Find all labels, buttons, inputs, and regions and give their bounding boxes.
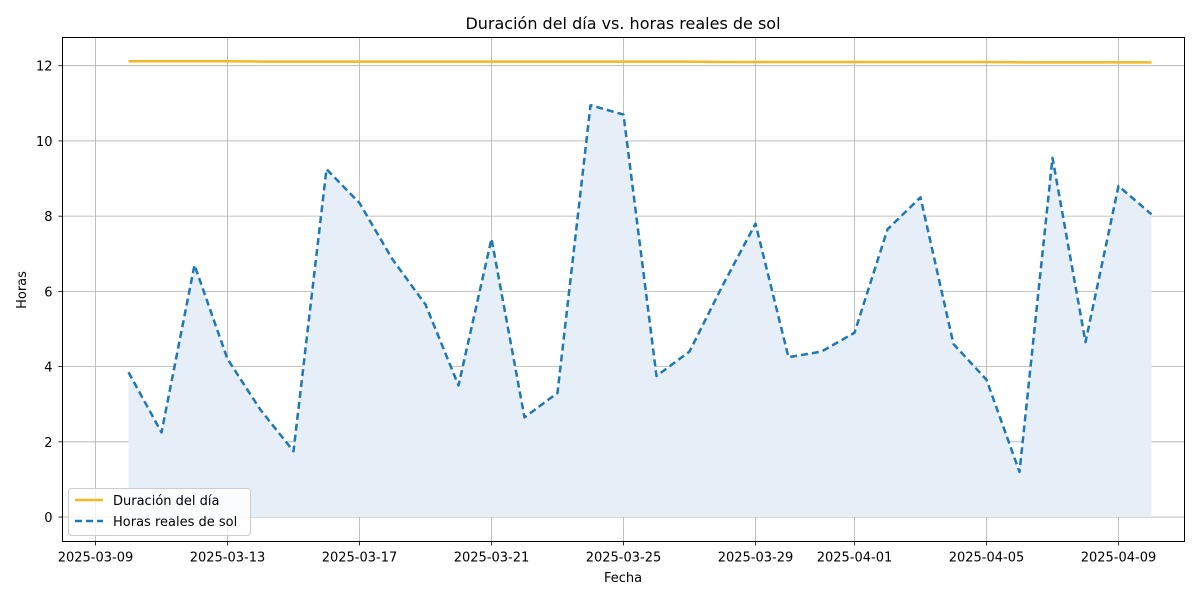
daylength-point	[623, 61, 625, 63]
sunshine-hours-point	[755, 223, 757, 225]
daylength-point	[194, 60, 196, 62]
daylength-point	[1118, 61, 1120, 63]
daylength-point	[689, 61, 691, 63]
sunshine-hours-point	[656, 375, 658, 377]
y-tick-label: 4	[44, 361, 52, 376]
daylength-point	[590, 61, 592, 63]
daylength-point	[788, 61, 790, 63]
y-tick-label: 8	[44, 210, 52, 225]
sunshine-hours-point	[1118, 185, 1120, 187]
daylength-point	[491, 61, 493, 63]
sunshine-hours-point	[194, 264, 196, 266]
x-tick-label: 2025-03-21	[454, 551, 530, 566]
daylength-point	[458, 61, 460, 63]
x-tick-label: 2025-03-17	[322, 551, 398, 566]
sunshine-hours-point	[161, 431, 163, 433]
sunshine-hours-point	[557, 392, 559, 394]
daylength-point	[1151, 61, 1153, 63]
sunshine-hours-point	[986, 379, 988, 381]
sunshine-hours-point	[1019, 471, 1021, 473]
daylength-point	[260, 61, 262, 63]
sunshine-hours-point	[854, 332, 856, 334]
sunshine-hours-point	[491, 238, 493, 240]
legend-label-horas-sol: Horas reales de sol	[113, 515, 237, 530]
daylength-point	[1052, 61, 1054, 63]
daylength-point	[887, 61, 889, 63]
sunshine-hours-point	[887, 228, 889, 230]
daylength-point	[986, 61, 988, 63]
daylength-point	[161, 60, 163, 62]
x-tick-label: 2025-04-05	[949, 551, 1025, 566]
sunshine-hours-point	[524, 416, 526, 418]
sunshine-hours-point	[326, 168, 328, 170]
x-tick-label: 2025-04-01	[817, 551, 893, 566]
sunshine-hours-point	[953, 343, 955, 345]
daylength-point	[821, 61, 823, 63]
y-tick-label: 2	[44, 436, 52, 451]
daylength-point	[854, 61, 856, 63]
sunshine-hours-point	[260, 409, 262, 411]
daylength-point	[755, 61, 757, 63]
sunshine-hours-point	[1085, 341, 1087, 343]
legend-box	[68, 488, 251, 536]
y-tick-label: 6	[44, 285, 52, 300]
y-axis-title: Horas	[15, 271, 30, 309]
daylength-point	[953, 61, 955, 63]
sunshine-hours-point	[788, 356, 790, 358]
daylength-point	[392, 61, 394, 63]
daylength-point	[920, 61, 922, 63]
y-tick-label: 12	[36, 60, 53, 75]
x-axis: 2025-03-09 2025-03-13 2025-03-17 2025-03-21…	[58, 541, 1157, 566]
sunshine-area-fill	[128, 105, 1152, 518]
sunshine-hours-point	[359, 202, 361, 204]
daylength-line	[128, 59, 1152, 64]
series-layer	[127, 59, 1153, 474]
x-tick-label: 2025-03-25	[586, 551, 662, 566]
daylength-point	[1019, 61, 1021, 63]
x-tick-label: 2025-03-29	[718, 551, 794, 566]
sunshine-hours-point	[458, 384, 460, 386]
x-tick-label: 2025-04-09	[1081, 551, 1157, 566]
sunshine-hours-point	[128, 371, 130, 373]
sunshine-hours-point	[722, 285, 724, 287]
x-tick-label: 2025-03-09	[58, 551, 134, 566]
chart-title: Duración del día vs. horas reales de sol	[465, 14, 780, 33]
daylength-point	[656, 61, 658, 63]
daylength-point	[722, 61, 724, 63]
sunshine-hours-point	[227, 358, 229, 360]
daylength-point	[425, 61, 427, 63]
daylength-point	[1085, 61, 1087, 63]
sunshine-hours-point	[1151, 213, 1153, 215]
legend-label-duracion: Duración del día	[113, 494, 219, 509]
y-tick-label: 10	[36, 135, 53, 150]
sunshine-hours-point	[1052, 157, 1054, 159]
sunshine-hours-point	[392, 258, 394, 260]
sunshine-hours-point	[293, 450, 295, 452]
sunshine-hours-point	[590, 104, 592, 106]
daylength-point	[524, 61, 526, 63]
sunshine-hours-point	[920, 196, 922, 198]
daylength-point	[227, 60, 229, 62]
daylength-point	[557, 61, 559, 63]
legend: Duración del día Horas reales de sol	[68, 488, 251, 536]
daylength-point	[326, 61, 328, 63]
y-tick-label: 0	[44, 511, 52, 526]
fill-layer	[128, 105, 1152, 518]
sunshine-hours-point	[821, 351, 823, 353]
sunshine-hours-point	[425, 304, 427, 306]
daylength-point	[128, 60, 130, 62]
x-tick-label: 2025-03-13	[190, 551, 266, 566]
sunshine-hours-line	[127, 103, 1153, 474]
x-axis-title: Fecha	[604, 571, 642, 586]
sunshine-hours-point	[623, 114, 625, 116]
sunshine-hours-point	[689, 351, 691, 353]
daylength-point	[293, 61, 295, 63]
y-axis: 0 2 4 6 8 10 12	[36, 60, 63, 526]
daylength-point	[359, 61, 361, 63]
